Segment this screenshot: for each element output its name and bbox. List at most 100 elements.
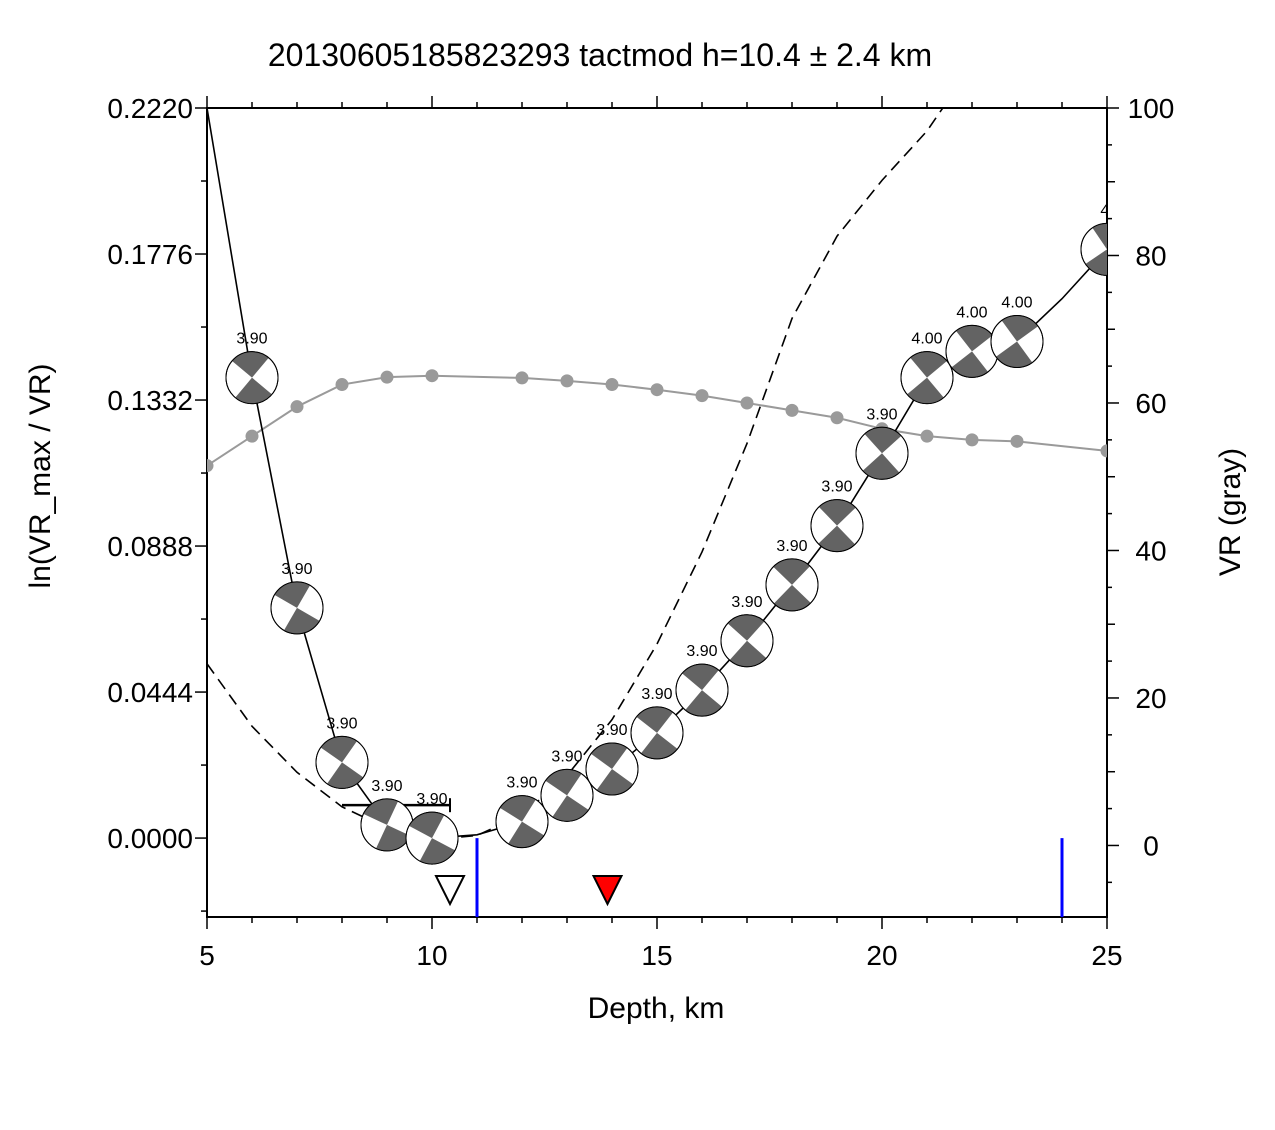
beachball-quadrant bbox=[907, 377, 944, 404]
plot-area: 5 10 15 20 25 0.0000 0.0444 0.0888 0.1332 0.1776 0… bbox=[107, 93, 1174, 971]
vr-point bbox=[965, 433, 979, 447]
vr-point bbox=[605, 378, 619, 392]
parabola-fit-line bbox=[207, 108, 944, 839]
vr-point bbox=[1010, 434, 1024, 448]
beachball-outline bbox=[315, 735, 369, 789]
y-left-tick-label: 0.1332 bbox=[107, 385, 193, 416]
beachball-magnitude-label: 4.00 bbox=[956, 304, 987, 321]
beachball-quadrant bbox=[729, 640, 767, 667]
beachball-magnitude-label: 3.90 bbox=[326, 715, 357, 732]
beachball-quadrant bbox=[951, 351, 989, 378]
vr-point bbox=[695, 389, 709, 403]
beachball-quadrant bbox=[363, 798, 398, 825]
vr-point bbox=[830, 411, 844, 425]
beachball-magnitude-label: 3.90 bbox=[281, 561, 312, 578]
best-depth-triangle bbox=[434, 875, 466, 907]
chart-title: 20130605185823293 tactmod h=10.4 ± 2.4 k… bbox=[268, 37, 932, 73]
x-tick-label: 20 bbox=[866, 940, 897, 971]
beachball-outline bbox=[495, 795, 549, 849]
catalog-depth-triangle bbox=[591, 875, 624, 907]
vr-point bbox=[920, 429, 934, 443]
beachball-magnitude-label: 4.00 bbox=[911, 331, 942, 348]
beachball-outline bbox=[405, 811, 459, 865]
y-left-tick-label: 0.0444 bbox=[107, 677, 193, 708]
vr-point bbox=[515, 371, 529, 385]
beachball-magnitude-label: 3.90 bbox=[371, 778, 402, 795]
beachball-quadrant bbox=[773, 584, 811, 611]
y-right-tick-label: 0 bbox=[1143, 830, 1159, 861]
y-left-tick-label: 0.1776 bbox=[107, 239, 193, 270]
beachball-outline bbox=[810, 499, 864, 553]
beachball: 3.90 bbox=[855, 406, 909, 480]
beachball-quadrant bbox=[409, 812, 445, 839]
vr-point bbox=[740, 396, 754, 410]
vr-point bbox=[785, 403, 799, 417]
beachball-outline bbox=[585, 742, 639, 796]
beachball-quadrant bbox=[552, 795, 589, 822]
beachball-outline bbox=[900, 351, 954, 405]
beachball-quadrant bbox=[910, 351, 947, 378]
vr-point bbox=[1100, 444, 1107, 458]
beachball-outline bbox=[765, 558, 819, 612]
y-right-tick-label: 80 bbox=[1135, 240, 1166, 271]
beachball: 3.90 bbox=[810, 479, 864, 553]
beachball-quadrant bbox=[955, 325, 993, 352]
x-tick-label: 5 bbox=[199, 940, 215, 971]
plot-clipped: 3.90 3.90 3.90 3.90 3.90 3.90 3.90 3.90 3.90 3.90… bbox=[207, 108, 1113, 865]
beachball: 3.90 bbox=[630, 686, 684, 760]
beachball-quadrant bbox=[1001, 315, 1039, 342]
beachball: 4.00 bbox=[900, 331, 954, 405]
beachball-quadrant bbox=[862, 453, 900, 480]
beachball-magnitude-label: 3.90 bbox=[641, 686, 672, 703]
beachball: 3.90 bbox=[405, 791, 459, 865]
beachball-quadrant bbox=[232, 351, 269, 378]
beachball-quadrant bbox=[274, 581, 310, 608]
beachball-outline bbox=[1080, 222, 1107, 276]
beachball: 3.90 bbox=[225, 331, 279, 405]
y-right-tick-label: 20 bbox=[1135, 683, 1166, 714]
y-right-tick-label: 100 bbox=[1128, 93, 1175, 124]
beachball: 4.00 bbox=[945, 304, 999, 378]
beachball-quadrant bbox=[1092, 223, 1107, 250]
beachball: 3.90 bbox=[765, 538, 819, 612]
beachball: 3.90 bbox=[495, 775, 549, 849]
beachball: 3.90 bbox=[675, 643, 729, 717]
beachball-quadrant bbox=[682, 664, 719, 691]
beachball-magnitude-label: 3.90 bbox=[731, 594, 762, 611]
x-tick-label: 15 bbox=[641, 940, 672, 971]
y-right-tick-label: 40 bbox=[1135, 535, 1166, 566]
beachball-quadrant bbox=[685, 690, 722, 717]
beachball-outline bbox=[675, 663, 729, 717]
vr-point bbox=[650, 383, 664, 397]
beachball-magnitude-label: 3.90 bbox=[236, 331, 267, 348]
beachball-quadrant bbox=[995, 341, 1033, 368]
y-axis-left-label: ln(VR_max / VR) bbox=[24, 363, 57, 588]
beachball-magnitude-label: 3.90 bbox=[416, 791, 447, 808]
beachball-magnitude-label: 3.90 bbox=[686, 643, 717, 660]
beachball: 4.00 bbox=[990, 294, 1044, 368]
beachball: 3.90 bbox=[585, 722, 639, 796]
beachball-quadrant bbox=[818, 499, 856, 526]
beachball-magnitude-label: 3.90 bbox=[866, 406, 897, 423]
beachball-outline bbox=[720, 614, 774, 668]
vr-point bbox=[290, 400, 304, 414]
beachball: 3.90 bbox=[315, 715, 369, 789]
beachball-quadrant bbox=[864, 427, 902, 454]
vr-point bbox=[380, 370, 394, 384]
beachball-quadrant bbox=[376, 824, 411, 851]
beachball-outline bbox=[225, 351, 279, 405]
beachball-outline bbox=[270, 581, 324, 635]
beachball-quadrant bbox=[1085, 249, 1107, 276]
beachball-quadrant bbox=[499, 795, 536, 822]
beachball-quadrant bbox=[727, 614, 765, 641]
beachball-quadrant bbox=[636, 706, 674, 733]
beachball-quadrant bbox=[419, 838, 455, 865]
beachball-outline bbox=[540, 768, 594, 822]
beachball-outline bbox=[990, 314, 1044, 368]
y-left-tick-label: 0.0000 bbox=[107, 823, 193, 854]
plot-frame bbox=[206, 107, 1108, 918]
beachball-quadrant bbox=[545, 769, 582, 796]
beachball-magnitude-label: 4. bbox=[1100, 202, 1113, 219]
